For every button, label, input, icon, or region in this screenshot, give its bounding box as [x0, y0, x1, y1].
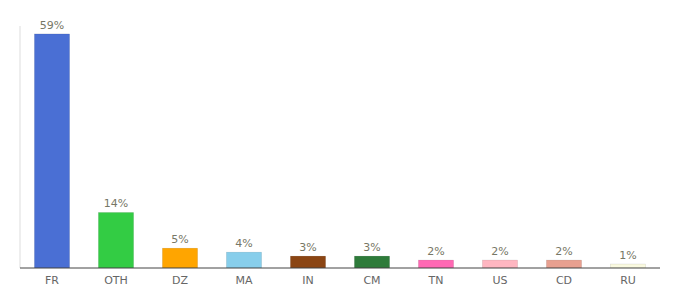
bar — [34, 34, 69, 268]
x-tick-label: IN — [302, 274, 313, 287]
x-tick-label: FR — [45, 274, 59, 287]
x-tick-label: US — [492, 274, 507, 287]
x-tick-label: OTH — [104, 274, 128, 287]
x-tick-label: MA — [235, 274, 252, 287]
data-label: 59% — [40, 19, 64, 32]
bar — [354, 256, 389, 268]
x-tick-label: DZ — [172, 274, 188, 287]
x-axis-line — [20, 268, 660, 269]
bar — [226, 252, 261, 268]
bars — [34, 34, 645, 268]
bar — [418, 260, 453, 268]
data-label: 3% — [363, 241, 380, 254]
data-label: 4% — [235, 237, 252, 250]
bar — [482, 260, 517, 268]
data-label: 2% — [491, 245, 508, 258]
x-tick-label: RU — [620, 274, 636, 287]
data-label: 1% — [619, 249, 636, 262]
bar — [98, 212, 133, 268]
bar — [290, 256, 325, 268]
data-label: 2% — [555, 245, 572, 258]
data-label: 14% — [104, 197, 128, 210]
chart: FR 59% OTH 14% DZ 5% MA 4% IN 3% CM 3% TN 2% US 2% CD 2% R… — [0, 0, 680, 300]
bar — [610, 264, 645, 268]
data-label: 2% — [427, 245, 444, 258]
x-tick-label: TN — [428, 274, 444, 287]
bar — [546, 260, 581, 268]
y-axis-line — [20, 26, 21, 268]
bar — [162, 248, 197, 268]
x-tick-label: CD — [556, 274, 572, 287]
data-label: 3% — [299, 241, 316, 254]
data-label: 5% — [171, 233, 188, 246]
x-tick-label: CM — [363, 274, 380, 287]
chart-container: FR 59% OTH 14% DZ 5% MA 4% IN 3% CM 3% TN 2% US 2% CD 2% R… — [0, 0, 680, 300]
